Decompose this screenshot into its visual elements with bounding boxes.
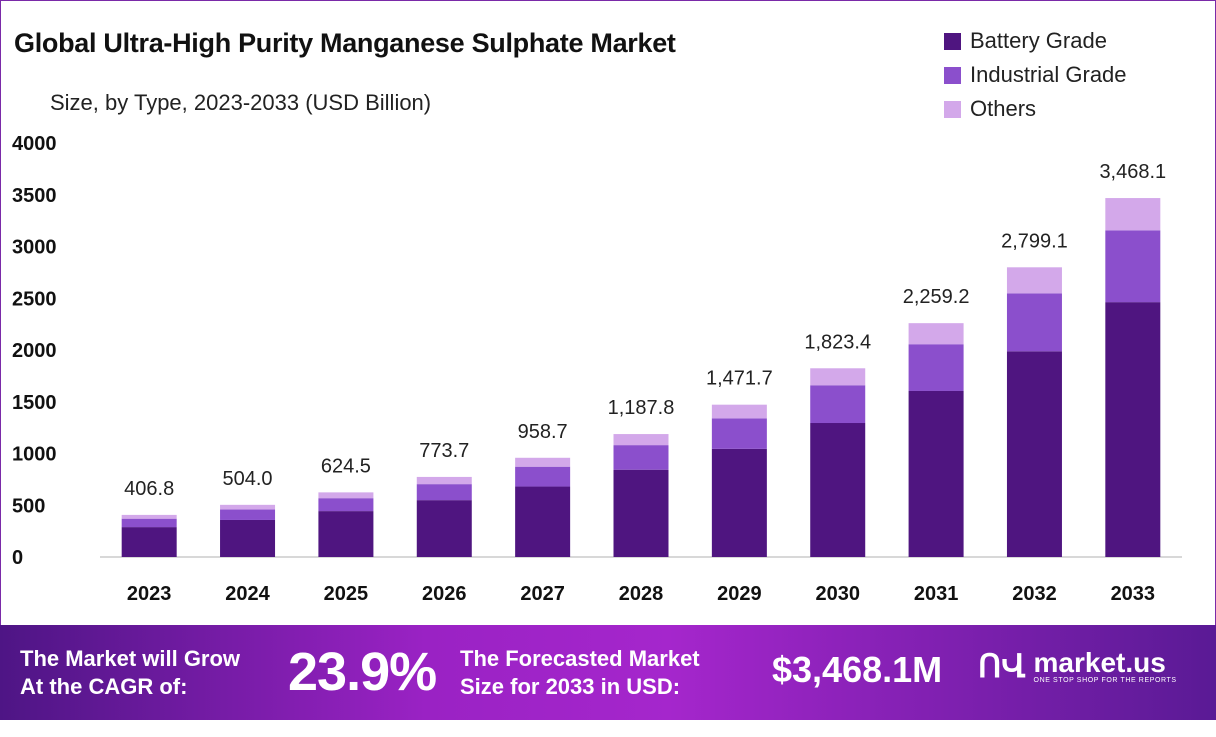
x-tick-label: 2024	[225, 583, 270, 605]
data-label: 773.7	[419, 440, 469, 462]
x-tick-label: 2031	[914, 583, 959, 605]
forecast-caption: The Forecasted Market Size for 2033 in US…	[460, 645, 700, 701]
x-tick-label: 2023	[127, 583, 172, 605]
cagr-text-line2: At the CAGR of:	[20, 674, 188, 699]
y-tick-label: 3000	[12, 237, 57, 259]
bar-segment-industrial-grade	[220, 509, 276, 520]
bar-segment-others	[121, 514, 177, 519]
cagr-caption: The Market will Grow At the CAGR of:	[20, 645, 240, 701]
bar-segment-others	[1006, 267, 1062, 294]
legend-label: Others	[970, 96, 1037, 121]
bar-segment-battery-grade	[1006, 351, 1062, 557]
x-tick-label: 2027	[520, 583, 565, 605]
chart-title: Global Ultra-High Purity Manganese Sulph…	[14, 28, 676, 58]
bar-segment-battery-grade	[318, 511, 374, 557]
footer-banner: The Market will Grow At the CAGR of: 23.9…	[0, 625, 1216, 720]
y-tick-label: 1000	[12, 444, 57, 466]
brand-logo: ՈՎ market.us ONE STOP SHOP FOR THE REPORT…	[978, 647, 1177, 685]
forecast-text-line1: The Forecasted Market	[460, 646, 700, 671]
y-tick-label: 3500	[12, 185, 57, 207]
bar-segment-industrial-grade	[121, 518, 177, 528]
bar-segment-battery-grade	[515, 486, 571, 557]
bar-segment-others	[515, 457, 571, 467]
data-label: 624.5	[321, 455, 371, 477]
bar-segment-others	[416, 476, 472, 485]
bar-segment-others	[318, 492, 374, 499]
bar-segment-battery-grade	[810, 423, 866, 557]
legend-swatch	[944, 100, 961, 118]
data-label: 2,799.1	[1001, 230, 1068, 252]
brand-name: market.us	[1033, 646, 1166, 678]
bar-segment-others	[908, 323, 964, 345]
cagr-value: 23.9%	[288, 642, 437, 702]
bar-segment-battery-grade	[908, 390, 964, 557]
data-label: 406.8	[124, 478, 174, 500]
x-tick-label: 2026	[422, 583, 467, 605]
brand-logo-icon: ՈՎ	[978, 648, 1026, 684]
brand-tagline: ONE STOP SHOP FOR THE REPORTS	[1033, 676, 1177, 684]
bar-segment-battery-grade	[1105, 302, 1161, 557]
bar-segment-industrial-grade	[1006, 293, 1062, 352]
x-tick-label: 2033	[1111, 583, 1156, 605]
y-tick-label: 0	[12, 547, 23, 569]
bar-segment-battery-grade	[613, 469, 669, 557]
legend-item-others: Others	[944, 92, 1127, 126]
bar-segment-industrial-grade	[711, 418, 767, 449]
data-label: 1,823.4	[804, 331, 871, 353]
y-tick-label: 2500	[12, 288, 57, 310]
bar-segment-others	[613, 434, 669, 446]
forecast-value: $3,468.1M	[772, 649, 943, 690]
bar-chart: 0 500 1000 1500 2000 2500 3000 3500 4000 406.8 202…	[12, 133, 1182, 605]
bar-segment-industrial-grade	[908, 344, 964, 391]
cagr-text-line1: The Market will Grow	[20, 646, 241, 671]
x-tick-label: 2029	[717, 583, 762, 605]
bar-segment-industrial-grade	[318, 498, 374, 512]
legend: Battery Grade Industrial Grade Others	[944, 24, 1127, 126]
data-label: 1,471.7	[706, 368, 773, 390]
bar-segment-industrial-grade	[416, 484, 472, 501]
legend-swatch	[944, 66, 961, 84]
bar-segment-industrial-grade	[1105, 230, 1161, 303]
data-label: 504.0	[223, 468, 273, 490]
data-label: 1,187.8	[608, 397, 675, 419]
bar-segment-battery-grade	[220, 519, 276, 557]
legend-swatch	[944, 32, 961, 50]
bar-segment-battery-grade	[711, 448, 767, 557]
x-tick-label: 2028	[619, 583, 664, 605]
legend-label: Battery Grade	[970, 28, 1107, 53]
bar-segment-industrial-grade	[515, 466, 571, 487]
bar-segment-others	[220, 504, 276, 510]
legend-item-industrial-grade: Industrial Grade	[944, 58, 1127, 92]
data-label: 2,259.2	[903, 286, 970, 308]
chart-subtitle: Size, by Type, 2023-2033 (USD Billion)	[50, 90, 432, 115]
x-tick-label: 2025	[324, 583, 369, 605]
legend-label: Industrial Grade	[970, 62, 1127, 87]
bar-segment-industrial-grade	[613, 445, 669, 470]
data-label: 958.7	[518, 421, 568, 443]
bar-segment-battery-grade	[121, 527, 177, 557]
y-tick-label: 4000	[12, 133, 57, 155]
data-label: 3,468.1	[1099, 161, 1166, 183]
bar-segment-others	[711, 404, 767, 419]
x-tick-label: 2032	[1012, 583, 1057, 605]
y-tick-label: 2000	[12, 340, 57, 362]
bar-segment-battery-grade	[416, 500, 472, 557]
x-tick-label: 2030	[815, 583, 860, 605]
bar-segment-others	[1105, 198, 1161, 231]
y-tick-label: 500	[12, 495, 45, 517]
forecast-text-line2: Size for 2033 in USD:	[460, 674, 681, 699]
legend-item-battery-grade: Battery Grade	[944, 24, 1127, 58]
bar-segment-others	[810, 368, 866, 386]
bar-segment-industrial-grade	[810, 385, 866, 424]
y-tick-label: 1500	[12, 392, 57, 414]
